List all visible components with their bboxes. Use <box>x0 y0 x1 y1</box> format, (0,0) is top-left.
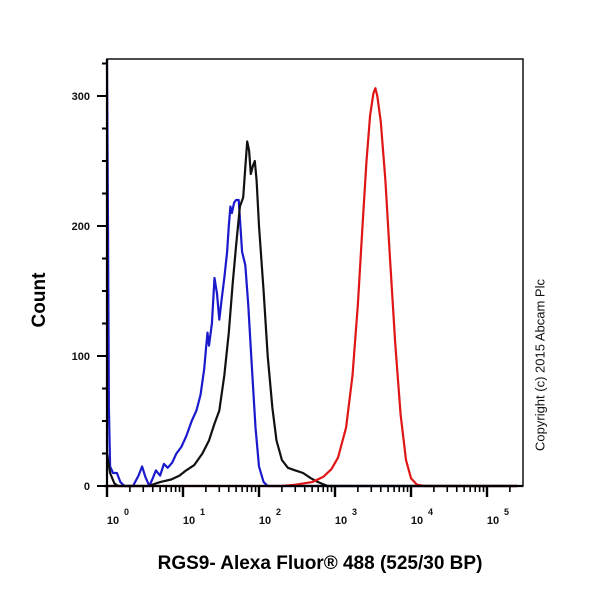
x-tick-label: 10 <box>183 515 195 527</box>
x-tick-label: 10 <box>335 515 347 527</box>
y-axis-title: Count <box>10 240 70 360</box>
x-axis-ticks: 10 0 10 1 10 2 10 3 10 4 10 5 <box>105 486 511 527</box>
x-tick-exponent: 1 <box>200 507 205 517</box>
x-tick-exponent: 5 <box>504 507 509 517</box>
x-tick-exponent: 2 <box>276 507 281 517</box>
series-line-1 <box>105 140 518 488</box>
x-tick-label: 10 <box>107 515 119 527</box>
x-tick-exponent: 3 <box>352 507 357 517</box>
y-tick-label: 300 <box>72 91 90 103</box>
x-tick-exponent: 4 <box>428 507 433 517</box>
y-tick-label: 0 <box>84 481 90 493</box>
x-tick-exponent: 0 <box>124 507 129 517</box>
series-line-2 <box>107 87 518 488</box>
y-tick-label: 100 <box>72 351 90 363</box>
series-line-0 <box>105 58 518 488</box>
x-tick-label: 10 <box>259 515 271 527</box>
histogram-series <box>105 58 518 488</box>
x-tick-label: 10 <box>487 515 499 527</box>
x-axis-title: RGS9- Alexa Fluor® 488 (525/30 BP) <box>157 553 483 574</box>
plot-frame <box>106 58 524 487</box>
x-tick-label: 10 <box>411 515 423 527</box>
y-axis-ticks: 0 100 200 300 <box>72 62 107 493</box>
copyright-text: Copyright (c) 2015 Abcam Plc <box>532 279 548 451</box>
y-tick-label: 200 <box>72 221 90 233</box>
y-axis-title-text: Count <box>29 272 50 328</box>
